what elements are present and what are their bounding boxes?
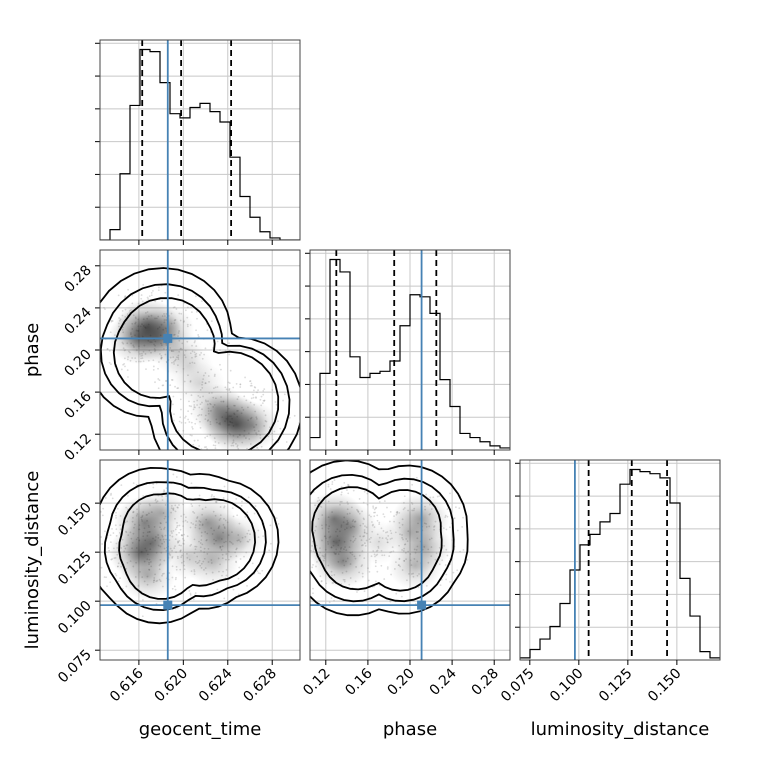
- panel-geocent-time-vs-phase: 0.12 0.16 0.20 0.24 0.28: [61, 249, 301, 464]
- density-blob: [120, 551, 176, 601]
- truth-marker: [163, 333, 173, 343]
- y-tick-label: 0.150: [55, 500, 95, 540]
- contour-level-3: [311, 486, 443, 592]
- y-axis-label-luminosity-distance: luminosity_distance: [22, 471, 43, 650]
- density-blob: [212, 515, 265, 562]
- y-tick-label: 0.16: [61, 389, 94, 422]
- panel-frame: [99, 39, 301, 241]
- x-tick-label: 0.624: [196, 665, 236, 705]
- density-blob: [353, 520, 403, 565]
- y-tick-label: 0.12: [61, 431, 94, 464]
- y-tick-label: 0.100: [55, 598, 95, 638]
- x-axis-label-luminosity-distance: luminosity_distance: [531, 719, 710, 740]
- panel-frame: [99, 249, 301, 451]
- x-tick-label: 0.616: [107, 665, 147, 705]
- panel-geocent-time-vs-luminosity-distance: 0.075 0.100 0.125 0.150 0.616 0.620 0.624 0.628: [55, 459, 301, 706]
- contour-level-2: [310, 473, 455, 603]
- contour-level-2: [103, 481, 267, 612]
- panel-geocent-time-hist: [95, 39, 301, 245]
- contour-level-1: [100, 267, 300, 450]
- y-tick-label: 0.28: [61, 262, 94, 295]
- x-tick-label: 0.125: [596, 666, 636, 706]
- y-tick-label: 0.075: [55, 647, 95, 687]
- x-tick-label: 0.628: [240, 666, 280, 706]
- x-tick-label: 0.620: [151, 666, 191, 706]
- x-axis-label-phase: phase: [383, 719, 437, 740]
- panel-luminosity-distance-hist: 0.075 0.100 0.125 0.150: [498, 459, 721, 706]
- truth-marker: [163, 600, 173, 610]
- contour-level-3: [118, 492, 257, 600]
- panel-phase-vs-luminosity-distance: 0.12 0.16 0.20 0.24 0.28: [300, 459, 511, 699]
- x-tick-label: 0.16: [342, 665, 375, 698]
- contour-level-1: [100, 466, 280, 625]
- y-tick-label: 0.24: [61, 304, 94, 337]
- histogram-geocent-time: [100, 48, 300, 240]
- density-blob: [163, 533, 215, 579]
- x-tick-label: 0.24: [427, 665, 460, 698]
- x-tick-label: 0.12: [300, 666, 333, 699]
- y-tick-label: 0.125: [55, 549, 95, 589]
- x-tick-label: 0.100: [547, 666, 587, 706]
- panel-frame: [519, 459, 721, 661]
- contour-level-2: [100, 283, 291, 450]
- density-blob: [224, 401, 280, 450]
- x-tick-label: 0.150: [645, 666, 685, 706]
- x-axis-label-geocent-time: geocent_time: [139, 719, 262, 740]
- x-tick-label: 0.075: [498, 666, 538, 706]
- truth-marker: [417, 600, 427, 610]
- contour-level-3: [112, 297, 280, 450]
- histogram-luminosity-distance: [520, 468, 720, 659]
- histogram-phase: [310, 258, 510, 449]
- y-axis-label-phase: phase: [22, 323, 43, 377]
- y-tick-label: 0.20: [61, 347, 94, 380]
- x-tick-label: 0.20: [384, 666, 417, 699]
- density-blob: [134, 488, 189, 537]
- panel-phase-hist: [305, 249, 511, 455]
- panel-frame: [99, 459, 301, 661]
